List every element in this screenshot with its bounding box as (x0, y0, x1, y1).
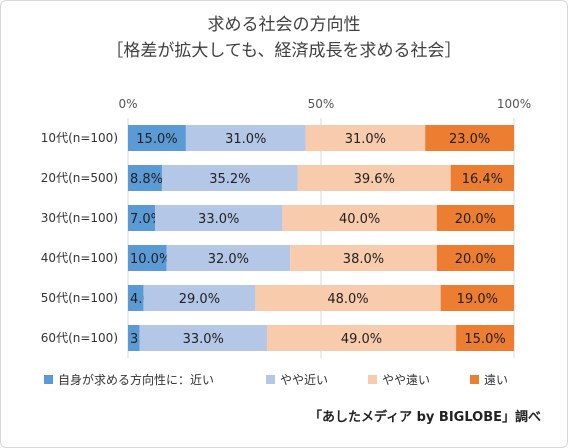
data-label: 49.0% (341, 332, 382, 347)
bar-segment (440, 285, 514, 311)
data-label: 38.0% (343, 252, 384, 267)
bar-segment (128, 325, 140, 351)
bar-segment (128, 165, 162, 191)
data-label: 23.0% (449, 132, 490, 147)
bar-segment (450, 165, 514, 191)
data-label: 39.6% (354, 172, 395, 187)
legend-swatch (266, 375, 275, 384)
bars: 10代(n=100) 15.0% 31.0% 31.0% 23.0% 20代(n=500)… (41, 125, 514, 351)
x-axis-ticks: 0% 50% 100% (118, 97, 531, 111)
category-label: 20代(n=500) (41, 171, 118, 185)
bar-segment (128, 125, 186, 151)
bar-segment (436, 245, 514, 271)
bar-segment (128, 245, 167, 271)
data-label: 16.4% (462, 172, 503, 187)
x-tick-label: 0% (118, 97, 137, 111)
data-label: 19.0% (457, 292, 498, 307)
bar-segment (297, 165, 451, 191)
data-label: 8.8% (130, 172, 163, 187)
bar-segment (255, 285, 441, 311)
bar-segment (185, 125, 306, 151)
data-label: 31.0% (225, 132, 266, 147)
bar-segment (425, 125, 514, 151)
data-label: 7.0% (130, 212, 163, 227)
bar-segment (305, 125, 426, 151)
source-note: 「あしたメディア by BIGLOBE」調べ (309, 409, 541, 425)
bar-segment (139, 325, 267, 351)
legend-swatch (44, 375, 53, 384)
x-tick-label: 50% (308, 97, 335, 111)
legend-label: やや遠い (382, 373, 430, 387)
legend-label: 遠い (484, 373, 508, 387)
category-label: 30代(n=100) (41, 211, 118, 225)
bar-segment (161, 165, 298, 191)
data-label: 35.2% (209, 172, 250, 187)
bar-segment (436, 205, 514, 231)
data-label: 48.0% (327, 292, 368, 307)
legend-swatch (470, 375, 479, 384)
data-label: 20.0% (455, 212, 496, 227)
data-label: 10.0% (130, 252, 171, 267)
legend-swatch (368, 375, 377, 384)
bar-segment (282, 205, 437, 231)
data-label: 15.0% (464, 332, 505, 347)
bar-segment (155, 205, 283, 231)
bar-segment (128, 285, 144, 311)
data-label: 32.0% (208, 252, 249, 267)
data-label: 40.0% (339, 212, 380, 227)
category-label: 10代(n=100) (41, 131, 118, 145)
category-label: 40代(n=100) (41, 251, 118, 265)
data-label: 33.0% (183, 332, 224, 347)
x-tick-label: 100% (497, 97, 531, 111)
category-label: 60代(n=100) (41, 331, 118, 345)
legend-label: 自身が求める方向性に：近い (58, 372, 214, 387)
data-label: 33.0% (198, 212, 239, 227)
legend: 自身が求める方向性に：近い やや近い やや遠い 遠い (44, 372, 508, 387)
chart-subtitle: ［格差が拡大しても、経済成長を求める社会］ (106, 41, 461, 61)
bar-segment (266, 325, 457, 351)
bar-segment (128, 205, 156, 231)
category-label: 50代(n=100) (41, 291, 118, 305)
data-label: 29.0% (179, 292, 220, 307)
data-label: 31.0% (345, 132, 386, 147)
legend-label: やや近い (280, 373, 328, 387)
chart-title: 求める社会の方向性 (208, 15, 361, 35)
data-label: 15.0% (136, 132, 177, 147)
data-label: 20.0% (455, 252, 496, 267)
gridlines (127, 118, 515, 358)
bar-segment (166, 245, 291, 271)
bar-segment (456, 325, 514, 351)
bar-segment (143, 285, 256, 311)
bar-segment (290, 245, 437, 271)
